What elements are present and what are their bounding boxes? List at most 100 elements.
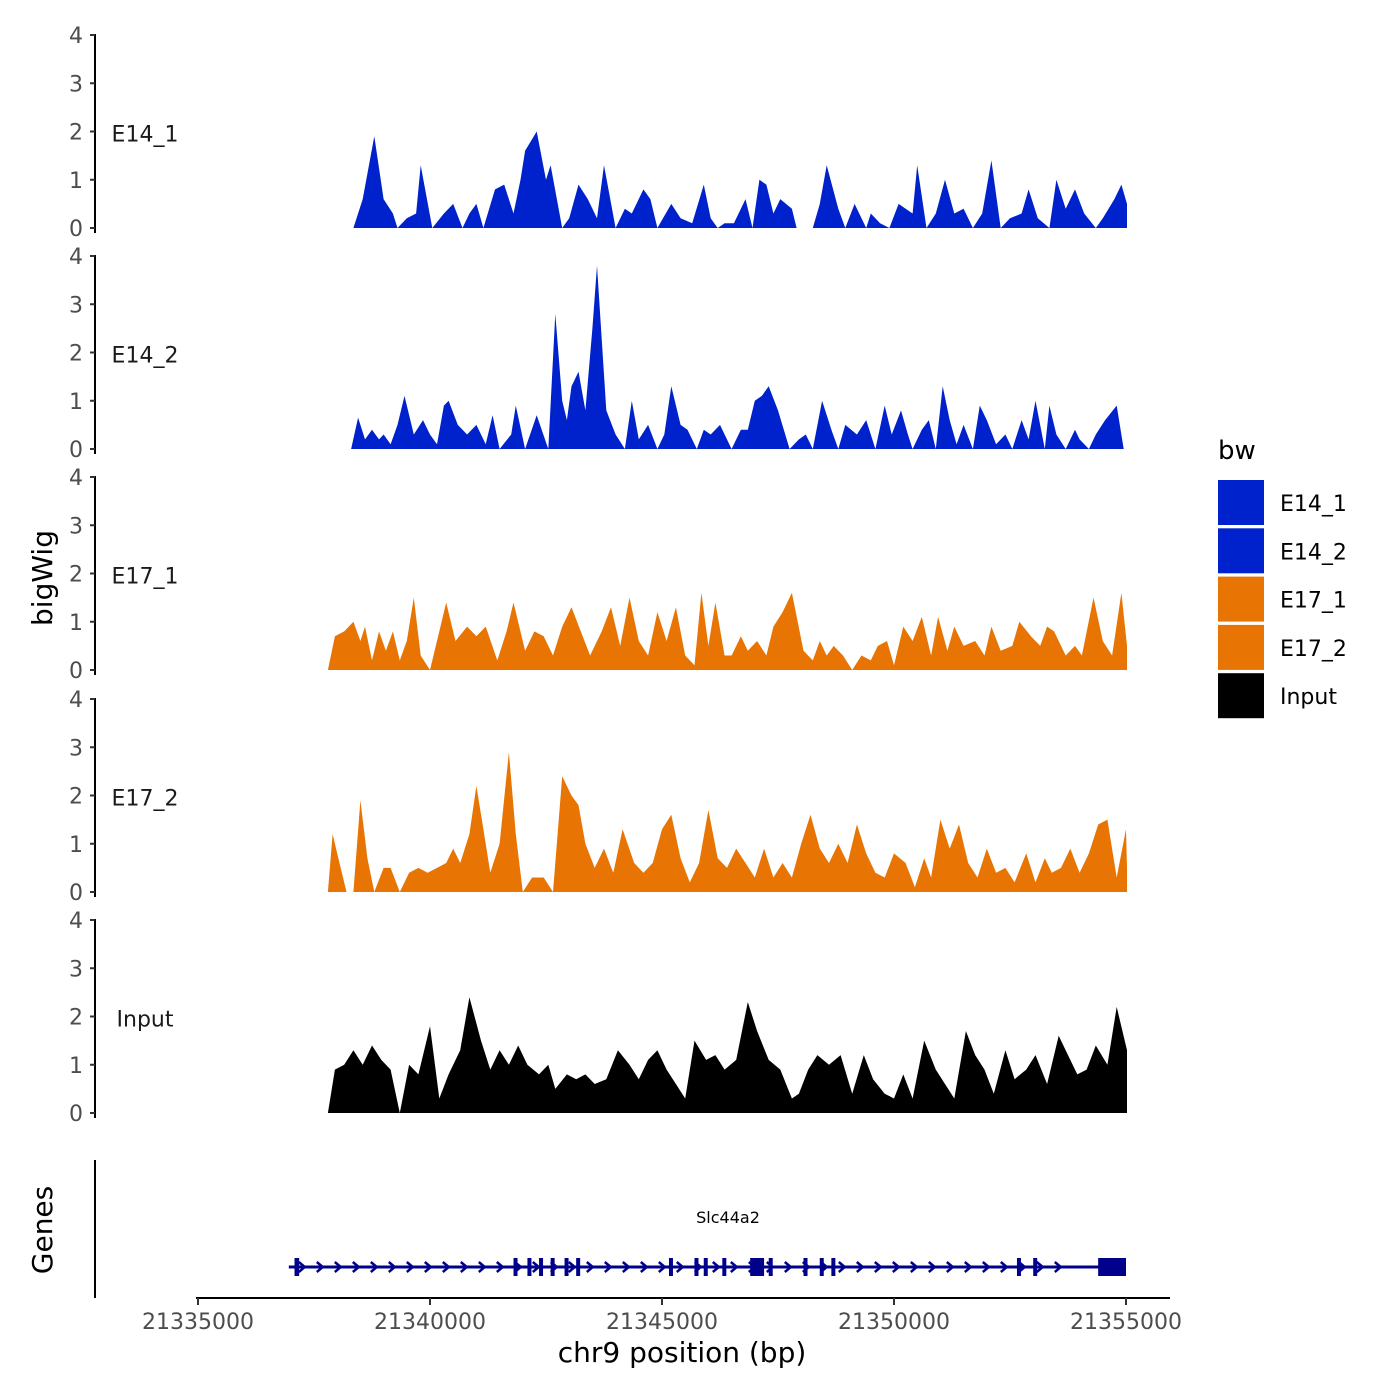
gene-exon bbox=[576, 1258, 581, 1276]
legend-swatch-E17_1 bbox=[1218, 576, 1264, 622]
area-E17_2 bbox=[327, 752, 1127, 892]
y-tick-label-E14_2-4: 4 bbox=[69, 245, 83, 270]
legend-swatch-E17_2 bbox=[1218, 624, 1264, 670]
gene-exon bbox=[564, 1258, 569, 1276]
y-tick-label-E14_1-0: 0 bbox=[69, 217, 83, 242]
strand-arrow bbox=[369, 1261, 379, 1273]
gene-exon bbox=[539, 1258, 544, 1276]
strand-arrow bbox=[675, 1261, 685, 1273]
strand-arrow bbox=[783, 1261, 793, 1273]
y-tick-label-Input-4: 4 bbox=[69, 909, 83, 934]
y-tick-label-E14_2-0: 0 bbox=[69, 438, 83, 463]
gene-exon bbox=[703, 1258, 708, 1276]
y-tick-label-E14_2-1: 1 bbox=[69, 390, 83, 415]
y-tick-label-E14_1-4: 4 bbox=[69, 24, 83, 49]
y-tick-label-Input-2: 2 bbox=[69, 1006, 83, 1031]
track-E14_2: 0 1 2 3 4 E14_2 bbox=[69, 245, 1128, 463]
y-tick-label-Input-3: 3 bbox=[69, 957, 83, 982]
gene-exon bbox=[1098, 1258, 1126, 1276]
strand-arrow bbox=[891, 1261, 901, 1273]
track-panels: 0 1 2 3 4 E14_1 0 1 2 3 4 E14_2 0 1 2 3 4 E17_1 0 1 2 3 4 E17_2… bbox=[69, 24, 1128, 1127]
strand-arrow bbox=[945, 1261, 955, 1273]
track-label-E17_2: E17_2 bbox=[112, 787, 179, 812]
strand-arrow bbox=[585, 1261, 595, 1273]
strand-arrow bbox=[981, 1261, 991, 1273]
strand-arrow bbox=[333, 1261, 343, 1273]
track-label-E17_1: E17_1 bbox=[112, 565, 179, 590]
y-tick-label-E14_1-1: 1 bbox=[69, 169, 83, 194]
y-tick-label-Input-1: 1 bbox=[69, 1054, 83, 1079]
strand-arrow bbox=[837, 1261, 847, 1273]
strand-arrow bbox=[1053, 1261, 1063, 1273]
track-label-E14_2: E14_2 bbox=[112, 344, 179, 369]
area-Input bbox=[327, 997, 1127, 1113]
genes-axis-title: Genes bbox=[26, 1186, 59, 1274]
gene-exon bbox=[294, 1258, 300, 1276]
legend-swatch-E14_1 bbox=[1218, 480, 1264, 525]
strand-arrow bbox=[657, 1261, 667, 1273]
legend: bw E14_1 E14_2 E17_1 E17_2 Input bbox=[1218, 436, 1347, 719]
track-label-Input: Input bbox=[117, 1008, 174, 1033]
x-tick-label-21355000: 21355000 bbox=[1070, 1310, 1182, 1335]
strand-arrow bbox=[963, 1261, 973, 1273]
strand-arrow bbox=[495, 1261, 505, 1273]
strand-arrow bbox=[441, 1261, 451, 1273]
x-tick-label-21340000: 21340000 bbox=[374, 1310, 486, 1335]
gene-exon bbox=[831, 1258, 836, 1276]
y-tick-label-E17_2-0: 0 bbox=[69, 881, 83, 906]
legend-label-E14_2: E14_2 bbox=[1280, 540, 1347, 565]
strand-arrow bbox=[477, 1261, 487, 1273]
gene-name-label: Slc44a2 bbox=[696, 1208, 760, 1227]
strand-arrow bbox=[297, 1261, 307, 1273]
gene-exon bbox=[668, 1258, 673, 1276]
gene-exon bbox=[550, 1258, 555, 1276]
strand-arrow bbox=[873, 1261, 883, 1273]
legend-swatch-Input bbox=[1218, 673, 1264, 719]
gene-exon bbox=[768, 1258, 773, 1276]
track-E17_2: 0 1 2 3 4 E17_2 bbox=[69, 688, 1127, 906]
strand-arrow bbox=[351, 1261, 361, 1273]
strand-arrow bbox=[999, 1261, 1009, 1273]
x-axis: 21335000 21340000 21345000 21350000 21355000 bbox=[142, 1297, 1182, 1335]
y-tick-label-E14_2-3: 3 bbox=[69, 293, 83, 318]
legend-swatch-E14_2 bbox=[1218, 528, 1264, 574]
x-tick-label-21350000: 21350000 bbox=[838, 1310, 950, 1335]
legend-label-E14_1: E14_1 bbox=[1280, 492, 1347, 517]
y-tick-label-E17_1-3: 3 bbox=[69, 514, 83, 539]
strand-arrow bbox=[423, 1261, 433, 1273]
y-tick-label-E17_2-3: 3 bbox=[69, 736, 83, 761]
legend-label-E17_2: E17_2 bbox=[1280, 637, 1347, 662]
strand-arrow bbox=[567, 1261, 577, 1273]
area-E14_1 bbox=[353, 92, 1127, 229]
y-tick-label-E17_2-4: 4 bbox=[69, 688, 83, 713]
strand-arrow bbox=[639, 1261, 649, 1273]
y-axis-title: bigWig bbox=[26, 530, 59, 626]
y-tick-label-E17_2-1: 1 bbox=[69, 833, 83, 858]
track-Input: 0 1 2 3 4 Input bbox=[69, 909, 1127, 1127]
gene-exon bbox=[694, 1258, 699, 1276]
y-tick-label-E14_1-2: 2 bbox=[69, 121, 83, 146]
strand-arrow bbox=[927, 1261, 937, 1273]
gene-exon bbox=[819, 1258, 824, 1276]
y-tick-label-Input-0: 0 bbox=[69, 1102, 83, 1127]
strand-arrow bbox=[459, 1261, 469, 1273]
strand-arrow bbox=[729, 1261, 739, 1273]
strand-arrow bbox=[855, 1261, 865, 1273]
strand-arrow bbox=[603, 1261, 613, 1273]
gene-exon bbox=[722, 1258, 727, 1276]
y-tick-label-E17_2-2: 2 bbox=[69, 785, 83, 810]
x-axis-title: chr9 position (bp) bbox=[558, 1336, 807, 1369]
x-tick-label-21335000: 21335000 bbox=[142, 1310, 254, 1335]
area-E17_1 bbox=[327, 583, 1127, 670]
gene-exon bbox=[1016, 1258, 1021, 1276]
area-E14_2 bbox=[351, 265, 1128, 449]
y-tick-label-E17_1-4: 4 bbox=[69, 466, 83, 491]
legend-label-E17_1: E17_1 bbox=[1280, 589, 1347, 614]
x-tick-label-21345000: 21345000 bbox=[606, 1310, 718, 1335]
y-tick-label-E14_1-3: 3 bbox=[69, 72, 83, 97]
gene-exon bbox=[803, 1258, 808, 1276]
y-tick-label-E17_1-0: 0 bbox=[69, 659, 83, 684]
gene-exon bbox=[513, 1258, 518, 1276]
track-label-E14_1: E14_1 bbox=[112, 123, 179, 148]
